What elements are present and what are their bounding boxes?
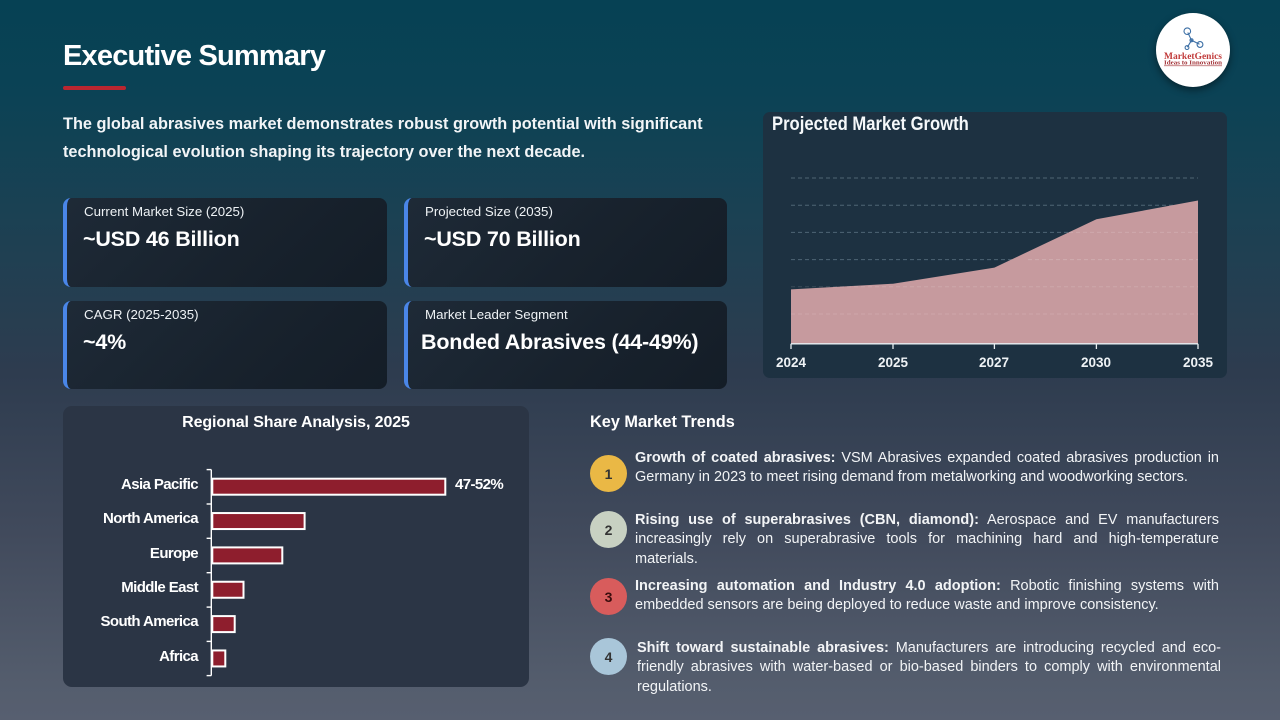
svg-text:MarketGenics: MarketGenics: [1164, 51, 1223, 61]
svg-text:Ideas to Innovation: Ideas to Innovation: [1164, 61, 1223, 67]
